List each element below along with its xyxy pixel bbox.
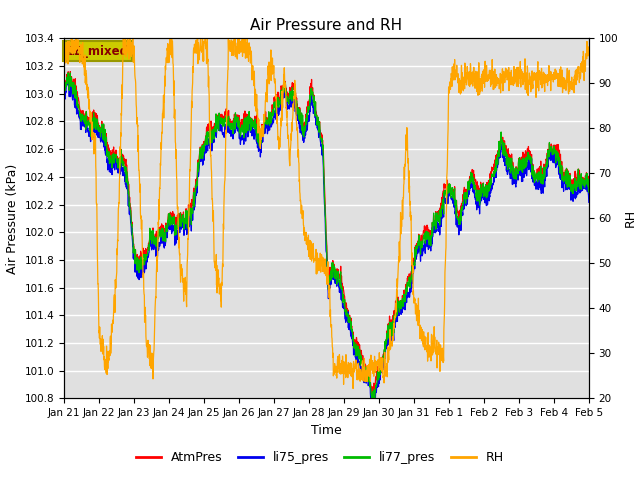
Text: EE_mixed: EE_mixed: [67, 45, 129, 58]
Y-axis label: Air Pressure (kPa): Air Pressure (kPa): [6, 163, 19, 274]
Title: Air Pressure and RH: Air Pressure and RH: [250, 18, 403, 33]
Y-axis label: RH: RH: [624, 209, 637, 228]
Legend: AtmPres, li75_pres, li77_pres, RH: AtmPres, li75_pres, li77_pres, RH: [131, 446, 509, 469]
X-axis label: Time: Time: [311, 424, 342, 437]
